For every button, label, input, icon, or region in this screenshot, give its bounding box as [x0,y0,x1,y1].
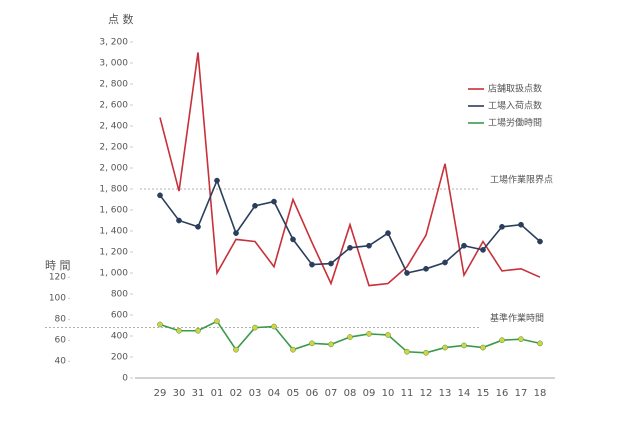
legend-label: 工場労働時間 [488,117,542,129]
point [404,270,410,276]
point [347,334,353,340]
point [499,223,505,230]
x-tick-label: 17 [515,388,528,399]
point [347,244,353,251]
x-tick-label: 10 [382,388,395,399]
y-tick-label: 1, 800 [99,185,128,195]
point [480,344,486,351]
x-tick-label: 07 [325,388,338,399]
x-tick-label: 12 [420,388,433,399]
y-tick-label: 1, 000 [99,269,128,279]
y-tick-label: 2, 400 [99,122,128,132]
x-tick-label: 14 [458,388,471,399]
reference-label: 工場作業限界点 [490,174,553,186]
x-tick-label: 06 [306,388,319,399]
y2-tick-label: 80 [55,315,67,325]
y-tick-label: 3, 000 [99,59,128,69]
point [518,221,524,228]
point [480,247,486,253]
point [385,230,391,236]
point [385,332,391,338]
y-tick-label: 200 [111,353,128,363]
y-tick-label: 2, 800 [99,80,128,90]
y2-tick-label: 100 [49,294,66,304]
point [518,336,524,342]
point [537,340,543,347]
point [157,321,163,328]
series-line [159,52,541,287]
point [214,177,220,184]
y-tick-label: 2, 000 [99,164,128,174]
point [423,265,429,272]
legend-label: 店舗取扱点数 [488,83,542,95]
point [309,340,315,347]
point [252,324,258,331]
y-tick-label: 600 [111,311,128,321]
point [499,337,505,344]
x-tick-label: 16 [496,388,509,399]
point [423,349,429,356]
y-tick-label: 3, 200 [99,38,128,48]
y-tick-label: 1, 400 [99,227,128,237]
x-tick-label: 01 [211,388,224,399]
point [442,344,448,351]
x-tick-label: 15 [477,388,490,399]
point [290,346,296,353]
point [176,217,182,224]
x-tick-label: 08 [344,388,357,399]
y2-tick-label: 120 [49,273,66,283]
y-tick-label: 1, 200 [99,248,128,258]
point [252,202,258,209]
point [271,198,277,205]
y-tick-label: 2, 600 [99,101,128,111]
point [195,223,201,230]
point [233,346,239,353]
point [442,259,448,266]
point [461,242,467,249]
y2-tick-label: 60 [55,336,67,346]
x-tick-label: 18 [534,388,547,399]
point [290,236,296,243]
x-tick-label: 09 [363,388,376,399]
y-axis-label: 点 数 [108,13,134,26]
x-tick-label: 02 [230,388,243,399]
y-tick-label: 400 [111,332,128,342]
y-tick-label: 1, 600 [99,206,128,216]
point [195,327,201,334]
x-tick-label: 13 [439,388,452,399]
point [157,192,163,199]
point [214,318,220,325]
point [233,230,239,236]
x-tick-label: 31 [192,388,205,399]
point [404,348,410,355]
y-tick-label: 0 [122,374,128,384]
y-tick-label: 800 [111,290,128,300]
point [328,341,334,348]
point [366,242,372,249]
reference-label: 基準作業時間 [490,312,544,324]
point [537,238,543,245]
point [176,327,182,334]
legend-label: 工場入荷点数 [488,100,542,112]
point [309,261,315,268]
point [328,260,334,267]
y2-axis-label: 時 間 [45,259,71,272]
point [461,342,467,349]
x-tick-label: 11 [401,388,414,399]
y-tick-label: 2, 200 [99,143,128,153]
x-tick-label: 29 [154,388,167,399]
point [366,331,372,337]
x-tick-label: 03 [249,388,262,399]
x-tick-label: 30 [173,388,186,399]
y2-tick-label: 40 [55,357,67,367]
x-tick-label: 05 [287,388,300,399]
point [271,323,277,330]
x-tick-label: 04 [268,388,281,399]
